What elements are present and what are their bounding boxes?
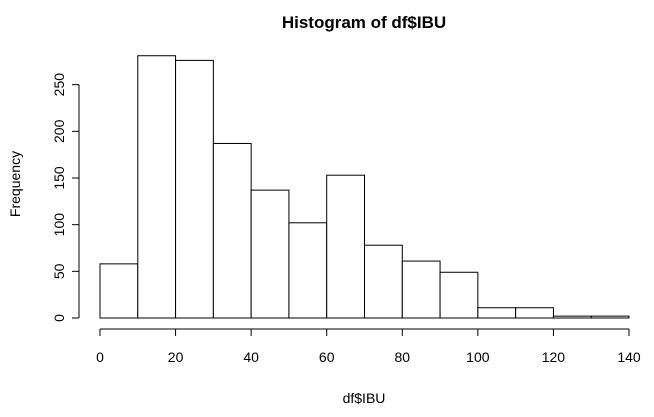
histogram-bar-110-120 bbox=[515, 307, 554, 319]
histogram-bar-70-80 bbox=[364, 244, 403, 319]
y-axis-label: Frequency bbox=[7, 151, 23, 217]
x-tick-label-80: 80 bbox=[394, 349, 410, 365]
histogram-bar-40-50 bbox=[250, 189, 290, 319]
x-tick-label-120: 120 bbox=[542, 349, 566, 365]
histogram-bar-50-60 bbox=[288, 222, 328, 319]
x-tick-label-100: 100 bbox=[466, 349, 490, 365]
histogram-bar-100-110 bbox=[477, 307, 517, 319]
y-tick-label-0: 0 bbox=[51, 314, 67, 322]
y-axis: 0 50 100 150 200 250 bbox=[51, 73, 80, 322]
histogram-bar-20-30 bbox=[175, 59, 214, 319]
histogram-bar-30-40 bbox=[212, 142, 252, 319]
histogram-bar-120-130 bbox=[552, 315, 592, 319]
bars-group bbox=[99, 55, 630, 319]
histogram-bar-130-140 bbox=[590, 315, 630, 319]
x-tick-label-40: 40 bbox=[243, 349, 259, 365]
x-axis: 0 20 40 60 80 100 120 140 bbox=[96, 328, 641, 365]
histogram-bar-10-20 bbox=[137, 55, 177, 319]
histogram-bar-60-70 bbox=[326, 174, 366, 319]
y-tick-label-150: 150 bbox=[51, 166, 67, 190]
histogram-bar-90-100 bbox=[439, 271, 479, 319]
histogram-bar-80-90 bbox=[401, 260, 441, 319]
y-tick-label-250: 250 bbox=[51, 73, 67, 97]
y-tick-label-200: 200 bbox=[51, 119, 67, 143]
x-axis-label: df$IBU bbox=[343, 390, 386, 406]
x-tick-label-20: 20 bbox=[168, 349, 184, 365]
histogram-bar-0-10 bbox=[99, 263, 139, 319]
y-tick-label-100: 100 bbox=[51, 213, 67, 237]
chart-title: Histogram of df$IBU bbox=[282, 13, 446, 32]
y-tick-label-50: 50 bbox=[51, 263, 67, 279]
x-tick-label-0: 0 bbox=[96, 349, 104, 365]
x-tick-label-140: 140 bbox=[617, 349, 641, 365]
x-tick-label-60: 60 bbox=[319, 349, 335, 365]
